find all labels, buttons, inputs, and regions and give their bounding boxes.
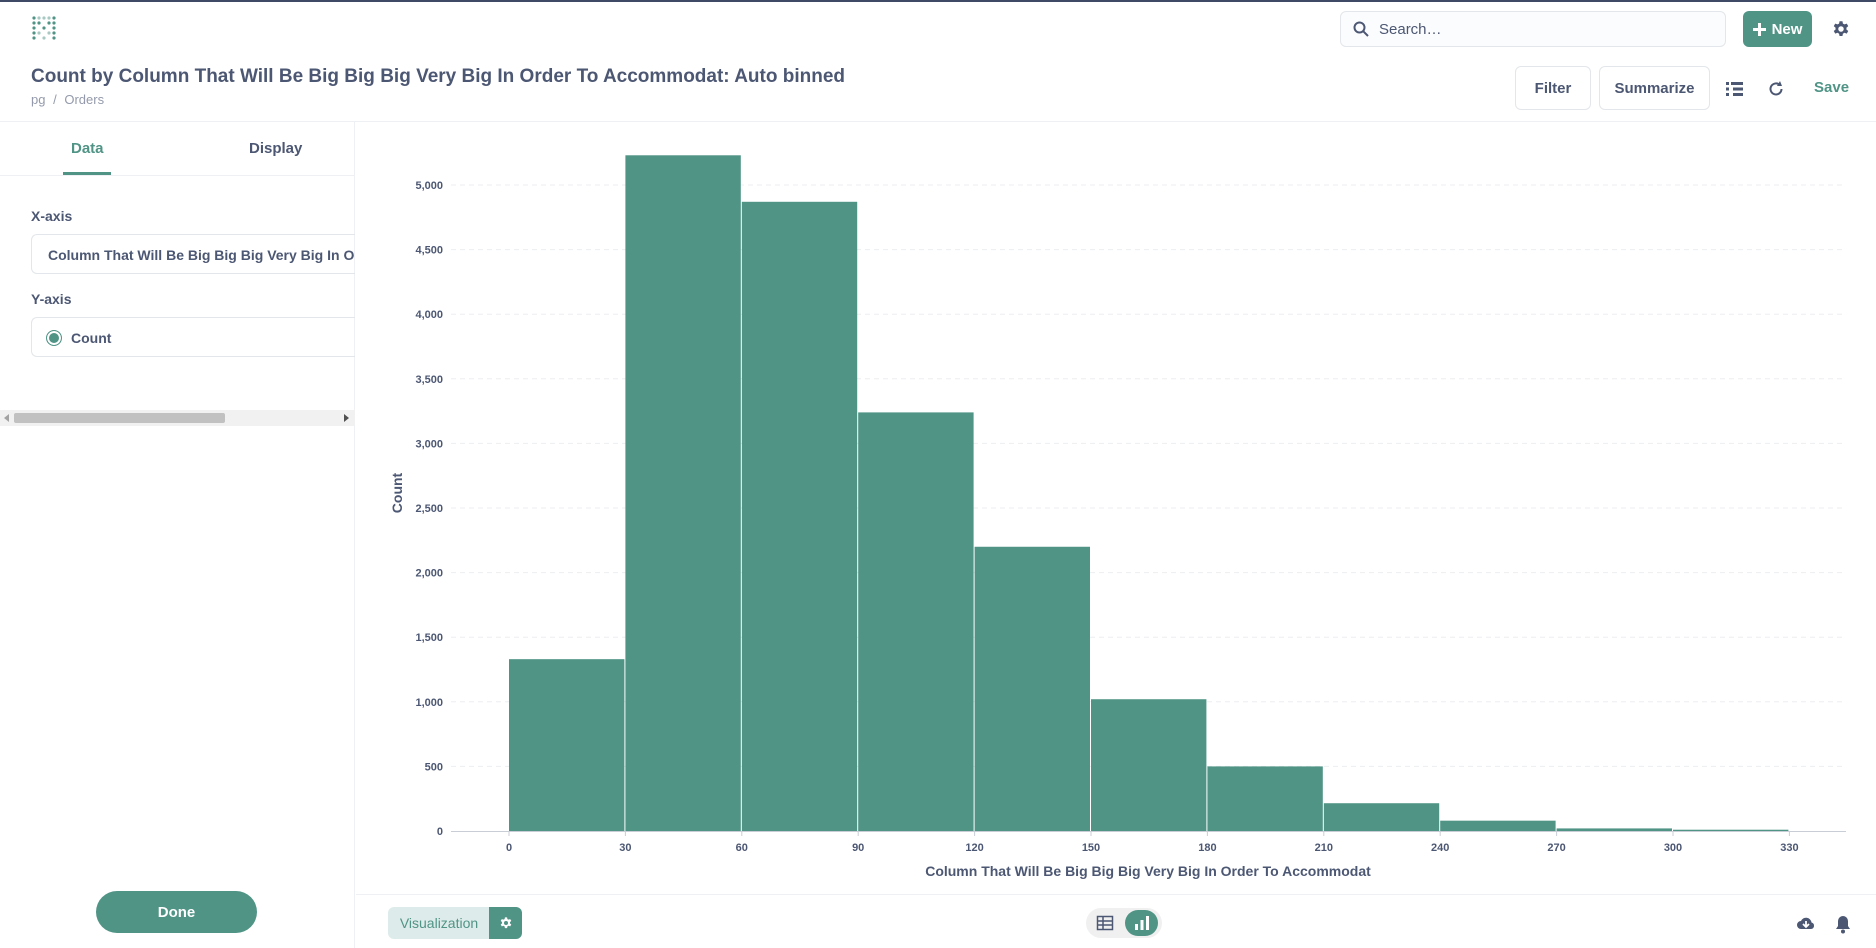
y-tick-label: 500 [425,761,443,773]
x-tick-label: 330 [1780,842,1798,854]
view-toggle [1086,908,1162,938]
bell-icon[interactable] [1834,914,1852,934]
histogram-bar [974,546,1090,831]
y-tick-label: 2,500 [415,503,443,515]
x-tick-label: 60 [736,842,748,854]
search-box[interactable] [1340,11,1726,47]
x-tick-label: 240 [1431,842,1449,854]
breadcrumb-database[interactable]: pg [31,92,46,107]
sidebar-tabs: Data Display [0,122,355,176]
histogram-bar [625,155,741,831]
x-tick-label: 180 [1198,842,1216,854]
page-title: Count by Column That Will Be Big Big Big… [31,66,846,87]
x-axis-title: Column That Will Be Big Big Big Very Big… [925,863,1371,879]
gear-icon [500,917,511,929]
breadcrumb-separator: / [53,92,57,107]
question-header: Count by Column That Will Be Big Big Big… [0,54,1876,122]
new-button-label: New [1771,20,1803,38]
histogram-bar [1673,829,1789,831]
x-tick-label: 210 [1315,842,1333,854]
y-tick-label: 1,500 [415,632,443,644]
table-icon[interactable] [1096,914,1114,932]
y-tick-label: 3,500 [415,374,443,386]
x-axis-field[interactable]: Column That Will Be Big Big Big Very Big… [31,234,355,274]
y-tick-label: 1,000 [415,697,443,709]
histogram-bar [1091,699,1207,831]
scroll-right-arrow[interactable] [344,414,349,422]
refresh-icon[interactable] [1765,78,1787,100]
histogram-bar [1323,803,1440,831]
y-tick-label: 4,500 [415,245,443,257]
x-tick-label: 120 [965,842,983,854]
gear-icon[interactable] [1830,18,1852,40]
logo-icon[interactable] [30,14,58,42]
x-axis-value: Column That Will Be Big Big Big Very Big… [48,247,355,263]
viz-settings-button[interactable] [489,907,522,939]
x-tick-label: 270 [1547,842,1565,854]
scroll-thumb[interactable] [14,413,225,423]
y-axis-field[interactable]: Count [31,317,355,357]
histogram-bar [1556,828,1672,831]
histogram-bar [1440,820,1556,831]
y-tick-label: 4,000 [415,309,443,321]
visualization-button[interactable]: Visualization [388,907,490,939]
y-tick-label: 0 [437,826,443,838]
breadcrumb-table[interactable]: Orders [64,92,105,107]
search-icon [1353,21,1369,37]
summarize-button[interactable]: Summarize [1599,66,1710,110]
histogram-bar [1207,766,1323,831]
save-button[interactable]: Save [1814,79,1850,96]
tab-data[interactable]: Data [71,140,104,157]
new-button[interactable]: New [1743,11,1812,47]
x-tick-label: 90 [852,842,864,854]
top-border [0,0,1876,2]
x-tick-label: 0 [506,842,512,854]
y-axis-value: Count [71,330,112,346]
y-axis-label: Y-axis [31,291,72,307]
filter-button[interactable]: Filter [1515,66,1591,110]
viz-settings-sidebar: Data Display X-axis Column That Will Be … [0,122,355,948]
chart-view-button[interactable] [1125,910,1158,936]
series-color-swatch[interactable] [46,330,62,346]
active-tab-indicator [63,172,111,175]
x-tick-label: 300 [1664,842,1682,854]
chart-svg: 0 500 1,000 1,500 2,000 2,500 3,000 3,500 4,000 4… [389,155,1846,879]
y-axis-title: Count [389,472,405,513]
histogram-bar [858,412,974,831]
x-axis-label: X-axis [31,208,73,224]
x-tick-label: 150 [1082,842,1100,854]
x-tick-label: 30 [619,842,631,854]
plus-icon [1752,22,1766,36]
y-tick-label: 5,000 [415,180,443,192]
download-icon[interactable] [1796,915,1816,933]
histogram-bar [509,659,625,831]
scroll-left-arrow[interactable] [4,414,9,422]
y-tick-label: 2,000 [415,568,443,580]
top-navbar: New [0,2,1876,54]
histogram-chart: 0 500 1,000 1,500 2,000 2,500 3,000 3,500 4,000 4… [356,122,1876,894]
breadcrumb: pg / Orders [31,92,108,107]
histogram-bar [741,201,858,831]
tab-display[interactable]: Display [249,140,303,157]
y-tick-label: 3,000 [415,438,443,450]
search-input[interactable] [1379,20,1699,38]
list-icon[interactable] [1724,78,1746,100]
bar-chart-icon [1134,916,1149,930]
horizontal-scrollbar[interactable] [0,410,355,426]
done-button[interactable]: Done [96,891,257,933]
footer-bar: Visualization [356,894,1876,948]
